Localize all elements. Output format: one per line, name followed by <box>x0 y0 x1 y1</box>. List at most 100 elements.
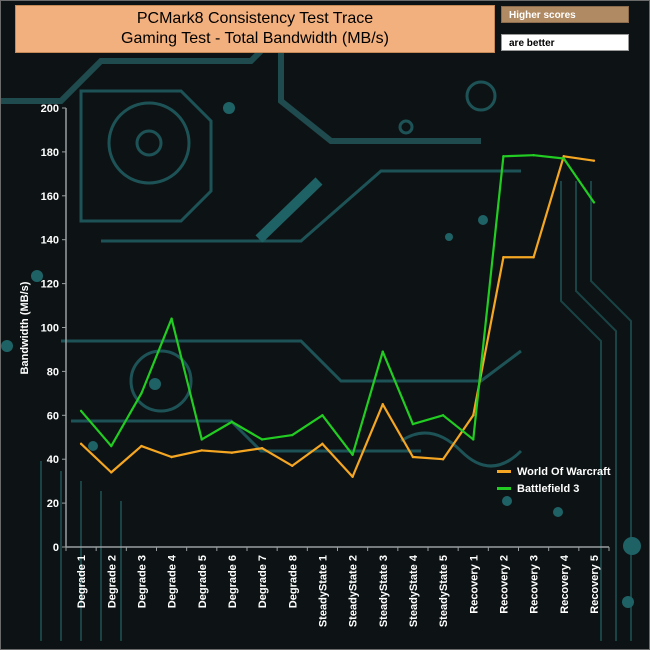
legend-item-world-of-warcraft: World Of Warcraft <box>497 463 611 480</box>
data-point-battlefield-3 <box>351 453 354 457</box>
y-tick-label: 40 <box>47 454 59 466</box>
data-point-world-of-warcraft <box>230 451 234 454</box>
data-point-world-of-warcraft <box>200 449 203 452</box>
line-segment-battlefield-3 <box>140 317 173 395</box>
x-tick-label: Degrade 7 <box>257 555 269 608</box>
y-axis-label: Bandwidth (MB/s) <box>19 281 31 375</box>
line-segment-world-of-warcraft <box>321 442 354 478</box>
line-segment-battlefield-3 <box>351 350 384 456</box>
line-segment-world-of-warcraft <box>351 403 384 478</box>
y-tick-label: 160 <box>41 191 59 203</box>
x-tick-label: Recovery 4 <box>559 554 571 614</box>
line-segment-battlefield-3 <box>79 409 113 448</box>
data-point-battlefield-3 <box>260 438 264 441</box>
data-point-battlefield-3 <box>502 155 505 158</box>
line-segment-world-of-warcraft <box>411 455 445 461</box>
data-point-world-of-warcraft <box>562 155 565 158</box>
data-point-battlefield-3 <box>291 433 294 437</box>
line-segment-battlefield-3 <box>562 157 596 204</box>
line-segment-battlefield-3 <box>230 420 264 441</box>
x-tick-label: SteadyState 5 <box>438 555 450 627</box>
x-tick-label: Recovery 2 <box>498 555 510 614</box>
data-point-world-of-warcraft <box>381 403 384 406</box>
data-point-battlefield-3 <box>381 350 384 353</box>
x-tick-label: Degrade 3 <box>136 555 148 608</box>
y-tick-label: 180 <box>41 147 59 159</box>
data-point-world-of-warcraft <box>110 471 113 474</box>
y-tick-label: 140 <box>41 235 59 247</box>
plot-area: 0 20 40 60 80 100 120 140 160 180 200 Degrade 1 Degr… <box>41 103 610 627</box>
y-tick-label: 200 <box>41 103 59 115</box>
x-tick-label: Recovery 1 <box>468 555 480 614</box>
y-tick-label: 60 <box>47 410 59 422</box>
data-point-world-of-warcraft <box>411 455 415 459</box>
background-circuit-pattern <box>1 18 641 641</box>
x-tick-label: SteadyState 2 <box>348 555 360 627</box>
line-segment-battlefield-3 <box>260 433 294 441</box>
line-segment-world-of-warcraft <box>441 414 475 461</box>
chart-title-line-1: PCMark8 Consistency Test Trace <box>136 10 374 27</box>
chart-title-line-2: Gaming Test - Total Bandwidth (MB/s) <box>121 30 389 47</box>
line-segment-battlefield-3 <box>381 350 415 426</box>
line-segment-battlefield-3 <box>200 420 234 441</box>
line-segment-world-of-warcraft <box>79 442 113 474</box>
legend: World Of Warcraft Battlefield 3 <box>497 463 611 497</box>
x-tick-label: Degrade 8 <box>287 555 299 608</box>
are-better-badge: are better <box>501 34 629 51</box>
x-tick-label: SteadyState 1 <box>317 555 329 627</box>
legend-label-battlefield-3: Battlefield 3 <box>517 482 580 495</box>
legend-swatch-battlefield-3 <box>497 487 511 490</box>
line-segment-world-of-warcraft <box>110 444 143 474</box>
legend-item-battlefield-3: Battlefield 3 <box>497 480 611 497</box>
data-point-battlefield-3 <box>411 422 415 426</box>
x-tick-label: Degrade 5 <box>197 555 209 608</box>
y-tick-label: 20 <box>47 498 59 510</box>
line-segment-battlefield-3 <box>472 155 505 441</box>
y-tick-label: 100 <box>41 323 59 335</box>
legend-label-world-of-warcraft: World Of Warcraft <box>517 465 611 478</box>
data-point-world-of-warcraft <box>140 444 143 448</box>
data-point-battlefield-3 <box>592 201 596 204</box>
line-segment-battlefield-3 <box>411 414 445 426</box>
data-point-battlefield-3 <box>321 414 324 417</box>
line-segment-battlefield-3 <box>321 414 354 456</box>
data-point-world-of-warcraft <box>291 464 294 467</box>
data-point-world-of-warcraft <box>502 256 505 259</box>
x-tick-label: SteadyState 4 <box>408 554 420 627</box>
line-segment-battlefield-3 <box>110 392 143 448</box>
line-segment-world-of-warcraft <box>170 449 203 459</box>
line-segment-battlefield-3 <box>441 414 475 441</box>
line-segment-world-of-warcraft <box>140 444 173 459</box>
y-tick-label: 0 <box>53 542 59 554</box>
y-tick-label: 120 <box>41 279 59 291</box>
x-tick-label: Degrade 6 <box>227 555 239 608</box>
data-point-battlefield-3 <box>441 414 445 417</box>
data-point-battlefield-3 <box>472 438 475 441</box>
x-tick-label: Recovery 3 <box>529 555 541 614</box>
higher-scores-badge: Higher scores <box>501 6 629 23</box>
line-segment-world-of-warcraft <box>532 155 565 259</box>
data-point-world-of-warcraft <box>592 159 596 162</box>
line-segment-world-of-warcraft <box>260 447 294 467</box>
line-segment-battlefield-3 <box>532 154 565 160</box>
x-tick-label: Recovery 5 <box>589 555 601 614</box>
data-point-world-of-warcraft <box>321 442 324 446</box>
y-tick-label: 80 <box>47 366 59 378</box>
line-segment-world-of-warcraft <box>200 449 234 454</box>
x-tick-label: Degrade 4 <box>167 554 179 608</box>
data-point-battlefield-3 <box>562 157 565 160</box>
line-segment-world-of-warcraft <box>291 442 324 467</box>
data-point-world-of-warcraft <box>79 442 83 446</box>
data-point-battlefield-3 <box>532 153 535 157</box>
data-point-battlefield-3 <box>200 438 203 441</box>
data-point-world-of-warcraft <box>441 458 445 461</box>
data-point-battlefield-3 <box>110 444 113 448</box>
data-point-world-of-warcraft <box>170 455 173 459</box>
line-segment-battlefield-3 <box>291 414 324 437</box>
line-segment-world-of-warcraft <box>562 155 596 162</box>
line-segment-battlefield-3 <box>170 317 203 441</box>
data-point-world-of-warcraft <box>351 475 354 478</box>
data-point-battlefield-3 <box>79 409 83 413</box>
